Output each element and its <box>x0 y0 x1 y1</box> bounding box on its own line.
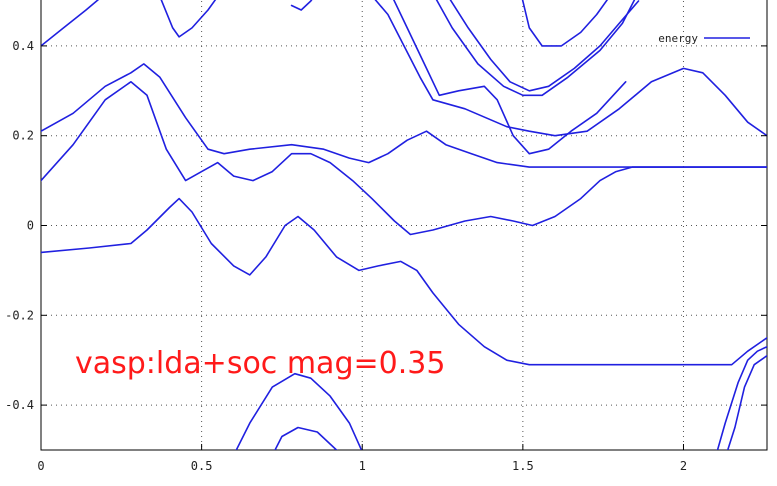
x-tick-label: 0.5 <box>191 459 213 473</box>
bands <box>41 0 767 450</box>
band-line-2 <box>290 0 313 11</box>
band-line-6 <box>449 0 640 92</box>
band-line-11 <box>235 372 363 450</box>
band-line-12 <box>274 426 338 450</box>
annotation: vasp:lda+soc mag=0.35 <box>75 346 445 381</box>
y-tick-label: 0 <box>27 219 34 233</box>
legend-label: energy <box>658 32 698 45</box>
y-tick-label: 0.2 <box>12 129 34 143</box>
band-line-10 <box>41 197 767 366</box>
legend: energy <box>658 32 750 45</box>
band-line-14 <box>726 354 767 450</box>
x-tick-label: 1 <box>359 459 366 473</box>
x-tick-label: 2 <box>680 459 687 473</box>
plot-frame <box>40 0 768 451</box>
band-line-9 <box>41 81 767 236</box>
band-line-5 <box>435 0 636 97</box>
x-tick-label: 0 <box>37 459 44 473</box>
band-line-8 <box>41 63 767 168</box>
y-tick-label: 0.4 <box>12 39 34 53</box>
band-line-3 <box>374 0 767 137</box>
band-line-13 <box>716 345 767 450</box>
band-line-7 <box>521 0 609 47</box>
y-tick-label: -0.2 <box>5 308 34 322</box>
x-tick-label: 1.5 <box>512 459 534 473</box>
axis-ticks: 0 0.5 1 1.5 2 0.4 0.2 0 -0.2 -0.4 <box>5 39 767 473</box>
band-line-0 <box>41 0 100 47</box>
y-tick-label: -0.4 <box>5 398 34 412</box>
band-line-4 <box>392 0 627 155</box>
band-line-1 <box>160 0 217 38</box>
